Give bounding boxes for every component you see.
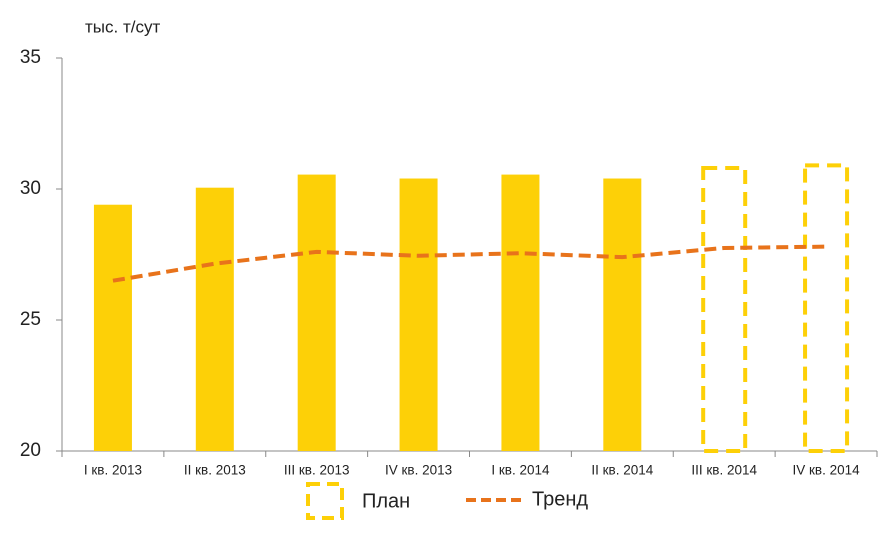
legend-swatch [306, 482, 344, 520]
trend-line [112, 244, 827, 283]
x-tick-label: II кв. 2014 [591, 463, 653, 478]
legend-label: Тренд [532, 488, 588, 510]
y-tick-label: 20 [20, 440, 41, 461]
bar [195, 187, 234, 451]
y-axis-label: тыс. т/сут [85, 17, 160, 36]
y-tick-label: 30 [20, 178, 41, 199]
x-tick-label: IV кв. 2014 [793, 463, 861, 478]
bar [399, 178, 438, 451]
bar [603, 178, 642, 451]
plan-bar [701, 166, 748, 453]
x-tick-label: I кв. 2014 [491, 463, 550, 478]
bar [297, 174, 336, 451]
y-tick-label: 35 [20, 47, 41, 68]
x-tick-label: I кв. 2013 [84, 463, 142, 478]
x-tick-label: III кв. 2013 [284, 463, 350, 478]
x-tick-label: II кв. 2013 [184, 463, 246, 478]
plan-bar [803, 163, 850, 453]
legend-label: План [362, 490, 410, 512]
x-tick-label: IV кв. 2013 [385, 463, 452, 478]
bar [501, 174, 540, 451]
bar [93, 204, 132, 451]
y-tick-label: 25 [20, 309, 41, 330]
x-tick-label: III кв. 2014 [691, 463, 757, 478]
